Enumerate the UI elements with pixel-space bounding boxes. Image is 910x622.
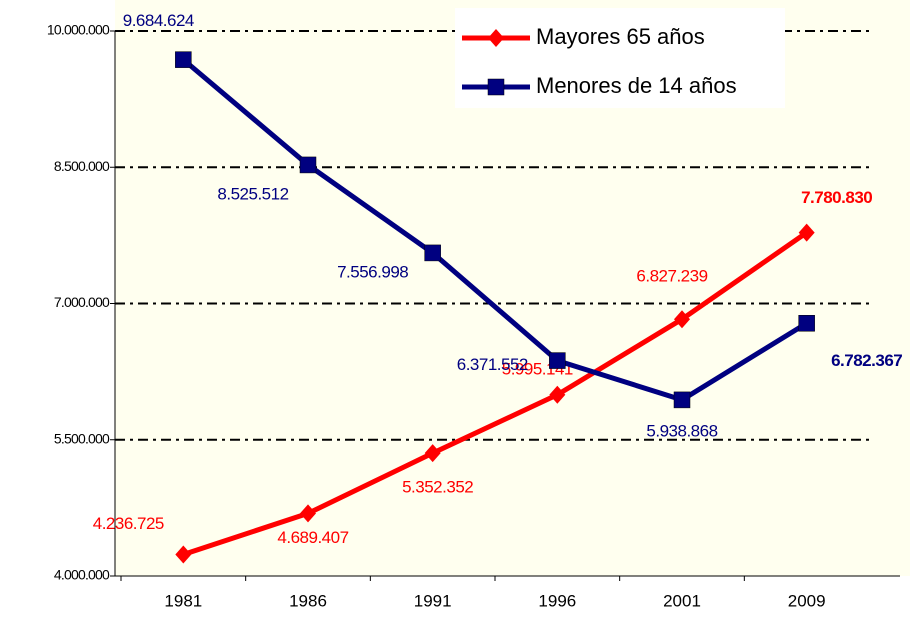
data-label: 9.684.624 — [123, 11, 194, 30]
marker — [175, 545, 192, 564]
x-tick-label: 2009 — [788, 591, 826, 610]
data-label: 4.689.407 — [277, 528, 348, 547]
marker — [487, 78, 505, 96]
legend-label: Mayores 65 años — [536, 24, 705, 49]
data-label: 7.780.830 — [801, 188, 872, 207]
y-tick-label: 7.000.000 — [54, 294, 110, 310]
x-tick-label: 1991 — [414, 591, 452, 610]
marker — [424, 444, 441, 463]
marker — [798, 223, 815, 242]
marker — [424, 244, 441, 262]
data-label: 6.782.367 — [831, 351, 902, 370]
marker — [549, 352, 566, 369]
x-tick-label: 1986 — [289, 591, 327, 610]
data-label: 4.236.725 — [93, 514, 164, 533]
y-tick-label: 5.500.000 — [54, 430, 110, 446]
marker — [299, 156, 317, 174]
data-label: 6.371.552 — [457, 355, 528, 374]
data-label: 7.556.998 — [337, 262, 408, 281]
y-tick-label: 8.500.000 — [54, 158, 110, 174]
marker — [673, 391, 691, 409]
y-tick-label: 10.000.000 — [47, 22, 110, 38]
x-tick-label: 1996 — [538, 591, 576, 610]
y-tick-label: 4.000.000 — [54, 567, 110, 583]
marker — [488, 29, 504, 47]
series-line — [182, 230, 809, 557]
marker — [798, 315, 815, 332]
marker — [549, 385, 566, 404]
x-tick-label: 1981 — [164, 591, 202, 610]
data-label: 6.827.239 — [636, 267, 707, 286]
series-line — [181, 57, 808, 403]
marker — [674, 310, 690, 329]
marker — [300, 504, 316, 523]
data-label: 8.525.512 — [217, 184, 288, 203]
legend-background — [455, 8, 785, 108]
x-tick-label: 2001 — [663, 591, 701, 610]
data-label: 5.352.352 — [402, 478, 473, 497]
data-label: 5.938.868 — [646, 421, 717, 440]
marker — [175, 51, 192, 68]
legend-label: Menores de 14 años — [536, 73, 737, 98]
